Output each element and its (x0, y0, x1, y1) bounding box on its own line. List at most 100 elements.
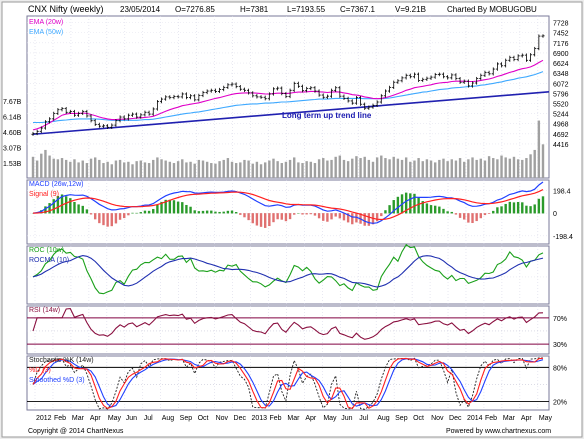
macd-histogram-bar (168, 199, 172, 214)
macd-histogram-bar (508, 201, 512, 214)
price-tick-label: 5520 (553, 101, 569, 108)
volume-tick-label: 4.60B (3, 130, 22, 137)
macd-histogram-bar (239, 213, 242, 215)
macd-histogram-bar (123, 213, 126, 219)
volume-bar (214, 163, 217, 178)
volume-bar (230, 161, 234, 178)
macd-histogram-bar (504, 203, 507, 214)
macd-histogram-bar (172, 200, 176, 214)
volume-bar (201, 160, 205, 178)
macd-histogram-bar (102, 213, 105, 226)
macd-histogram-bar (334, 213, 337, 217)
volume-bar (487, 156, 491, 178)
macd-histogram-bar (346, 213, 350, 223)
x-tick-label: Jul (144, 415, 153, 422)
rsi-tick-label: 30% (553, 342, 567, 349)
volume-bar (52, 158, 55, 178)
volume-tick-label: 1.53B (3, 161, 22, 168)
volume-bar (93, 157, 97, 178)
volume-bar (359, 158, 362, 178)
volume-bar (135, 161, 138, 178)
volume-bar (483, 160, 487, 178)
signal-line (32, 189, 544, 221)
volume-bar (160, 159, 163, 178)
macd-histogram-bar (243, 213, 246, 218)
volume-bar (425, 159, 429, 178)
macd-histogram-bar (483, 213, 487, 216)
volume-bar (454, 160, 458, 178)
legend-ema50: EMA (50w) (29, 29, 63, 36)
volume-bar (433, 162, 437, 178)
macd-histogram-bar (537, 198, 541, 214)
volume-bar (496, 159, 499, 178)
macd-histogram-bar (417, 197, 420, 214)
rsi-line (32, 308, 544, 340)
volume-bar (118, 159, 122, 178)
price-tick-label: 6624 (553, 61, 569, 68)
panel-stoch (26, 355, 550, 411)
x-tick-label: Feb (485, 415, 497, 422)
macd-histogram-bar (81, 205, 84, 214)
macd-histogram-bar (458, 213, 462, 218)
price-tick-label: 4416 (553, 142, 569, 149)
volume-bar (35, 160, 39, 178)
macd-histogram-bar (500, 206, 503, 214)
macd-tick-label: 0 (553, 211, 557, 218)
volume-bar (380, 155, 383, 178)
legend-ema20: EMA (20w) (29, 19, 63, 26)
volume-bar (280, 163, 283, 178)
volume-bar (110, 164, 113, 178)
macd-histogram-bar (442, 208, 445, 214)
header-high: H=7381 (240, 5, 269, 14)
macd-histogram-bar (375, 213, 379, 222)
macd-histogram-bar (475, 213, 478, 222)
x-tick-label: Mar (72, 415, 85, 422)
macd-histogram-bar (446, 211, 449, 214)
macd-histogram-bar (110, 213, 113, 227)
macd-histogram-bar (467, 213, 470, 223)
macd-histogram-bar (284, 213, 288, 222)
volume-bar (152, 159, 155, 178)
x-tick-label: Mar (287, 415, 300, 422)
x-tick-label: Nov (216, 415, 229, 422)
macd-histogram-bar (156, 204, 159, 214)
volume-bar (367, 159, 371, 178)
volume-bar (492, 158, 495, 178)
volume-bar (284, 161, 288, 178)
macd-histogram-bar (181, 202, 184, 214)
volume-bar (164, 160, 167, 178)
volume-bar (504, 157, 507, 178)
macd-histogram-bar (193, 210, 196, 214)
volume-bar (471, 157, 474, 178)
volume-bar (516, 159, 520, 178)
macd-histogram-bar (93, 213, 97, 220)
macd-histogram-bar (288, 213, 292, 220)
volume-bar (147, 163, 151, 178)
header-low: L=7193.55 (287, 5, 326, 14)
volume-bar (40, 153, 43, 178)
macd-histogram-bar (185, 204, 188, 214)
macd-line (32, 181, 544, 224)
macd-histogram-bar (127, 213, 130, 216)
x-tick-label: Feb (54, 415, 66, 422)
volume-bar (338, 155, 342, 178)
volume-bar (263, 162, 267, 178)
volume-bar (351, 158, 354, 178)
stoch-k-line (32, 357, 543, 410)
volume-bar (417, 158, 420, 178)
macd-histogram-bar (525, 205, 528, 214)
macd-histogram-bar (516, 201, 520, 214)
volume-bar (288, 159, 292, 178)
volume-bar (500, 155, 503, 178)
volume-bar (98, 159, 101, 178)
price-tick-label: 7728 (553, 21, 569, 28)
volume-bar (322, 158, 325, 178)
volume-bar (251, 163, 254, 178)
macd-histogram-bar (230, 210, 234, 214)
header-open: O=7276.85 (175, 5, 215, 14)
macd-histogram-bar (251, 213, 254, 224)
volume-bar (529, 154, 532, 178)
volume-bar (388, 159, 391, 178)
macd-histogram-bar (210, 210, 213, 214)
volume-tick-label: 6.14B (3, 115, 22, 122)
